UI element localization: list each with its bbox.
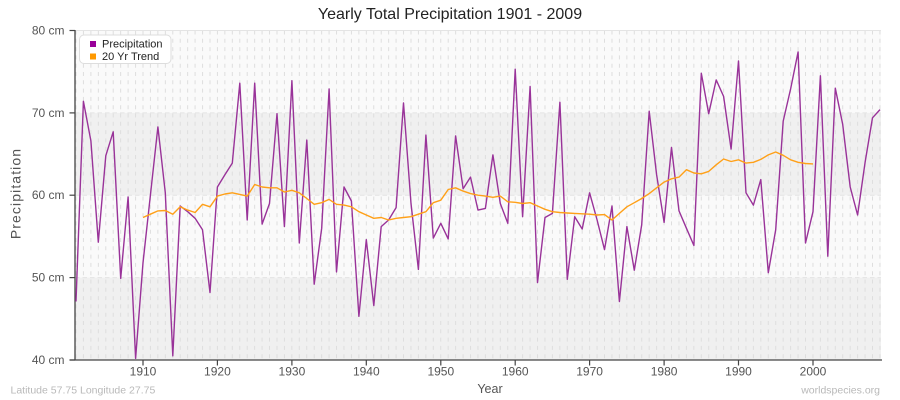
svg-text:1910: 1910	[130, 365, 157, 379]
svg-text:1960: 1960	[502, 365, 529, 379]
svg-text:20 Yr Trend: 20 Yr Trend	[102, 51, 159, 63]
svg-text:80 cm: 80 cm	[32, 24, 65, 38]
svg-text:1920: 1920	[204, 365, 231, 379]
svg-text:50 cm: 50 cm	[32, 271, 65, 285]
svg-text:worldspecies.org: worldspecies.org	[800, 384, 880, 396]
svg-text:1940: 1940	[353, 365, 380, 379]
svg-text:1990: 1990	[725, 365, 752, 379]
svg-text:1950: 1950	[427, 365, 454, 379]
svg-text:Precipitation: Precipitation	[8, 148, 24, 239]
svg-text:60 cm: 60 cm	[32, 188, 65, 202]
svg-text:40 cm: 40 cm	[32, 353, 65, 367]
svg-text:Year: Year	[477, 382, 502, 396]
svg-text:1980: 1980	[651, 365, 678, 379]
svg-text:Precipitation: Precipitation	[102, 39, 163, 51]
svg-text:70 cm: 70 cm	[32, 106, 65, 120]
svg-text:2000: 2000	[800, 365, 827, 379]
svg-text:Latitude 57.75 Longitude 27.75: Latitude 57.75 Longitude 27.75	[11, 384, 156, 396]
svg-text:1930: 1930	[279, 365, 306, 379]
svg-text:1970: 1970	[576, 365, 603, 379]
svg-text:Yearly Total Precipitation 190: Yearly Total Precipitation 1901 - 2009	[318, 6, 582, 23]
